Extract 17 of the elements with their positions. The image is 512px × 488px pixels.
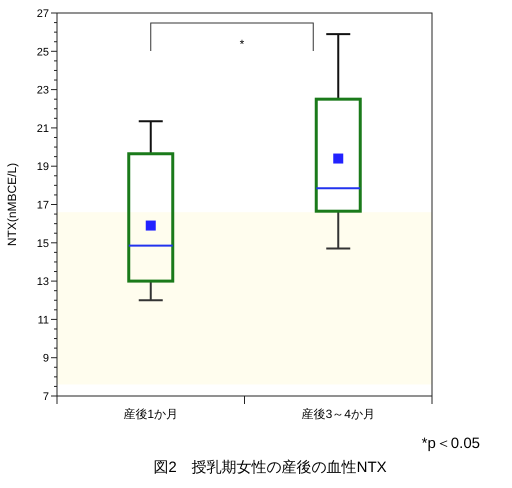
- y-tick-label: 17: [36, 200, 49, 212]
- y-tick-label: 15: [36, 238, 49, 250]
- y-tick-label: 7: [42, 391, 49, 403]
- y-tick-label: 25: [36, 46, 49, 58]
- y-tick-label: 9: [42, 352, 49, 365]
- y-tick-label: 23: [36, 84, 49, 97]
- x-tick-label: 産後1か月: [123, 407, 178, 421]
- y-tick-label: 19: [36, 161, 49, 174]
- y-tick-label: 21: [36, 122, 49, 135]
- text: 図2 授乳期女性の産後の血性NTX: [153, 459, 387, 476]
- y-axis-title: NTX(nMBCE/L): [5, 162, 19, 246]
- x-tick-label: 産後3～4か月: [302, 407, 375, 421]
- annotation: *: [240, 37, 245, 51]
- y-tick-label: 13: [36, 276, 49, 288]
- y-tick-label: 11: [38, 314, 49, 326]
- text: *p＜0.05: [422, 435, 480, 452]
- y-tick-label: 27: [36, 8, 49, 20]
